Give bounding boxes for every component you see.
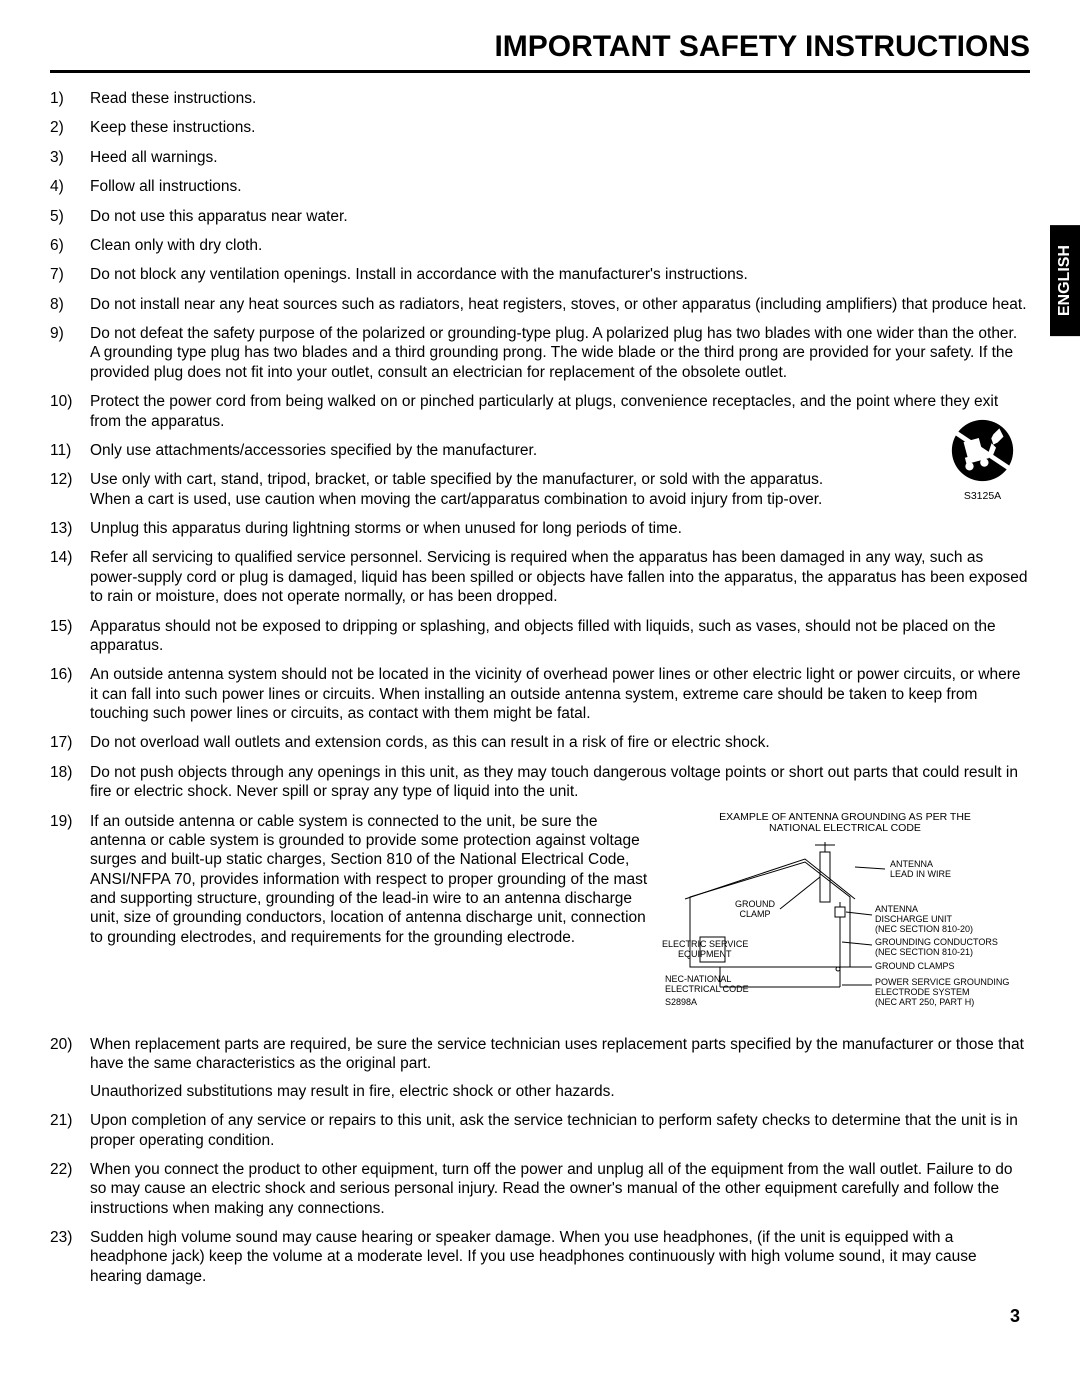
item-number: 13): [50, 519, 90, 538]
item-number: 20): [50, 1035, 90, 1054]
item-text: When replacement parts are required, be …: [90, 1035, 1030, 1101]
antenna-grounding-figure: EXAMPLE OF ANTENNA GROUNDING AS PER THEN…: [660, 812, 1030, 1021]
instruction-item: 13)Unplug this apparatus during lightnin…: [50, 519, 1030, 538]
item-number: 14): [50, 548, 90, 567]
instruction-item: 18)Do not push objects through any openi…: [50, 763, 1030, 802]
item-number: 19): [50, 812, 90, 831]
item-text: Upon completion of any service or repair…: [90, 1111, 1030, 1150]
instruction-item: 6)Clean only with dry cloth.: [50, 236, 1030, 255]
svg-text:ANTENNA: ANTENNA: [875, 904, 918, 914]
instruction-item: 22)When you connect the product to other…: [50, 1160, 1030, 1218]
item-text: Follow all instructions.: [90, 177, 1030, 196]
instruction-item: 11)Only use attachments/accessories spec…: [50, 441, 1030, 460]
page-number: 3: [50, 1306, 1030, 1327]
instruction-item: 7)Do not block any ventilation openings.…: [50, 265, 1030, 284]
svg-text:ANTENNA: ANTENNA: [890, 859, 933, 869]
page: IMPORTANT SAFETY INSTRUCTIONS ENGLISH S3…: [0, 0, 1080, 1347]
item-number: 7): [50, 265, 90, 284]
svg-text:GROUNDING CONDUCTORS: GROUNDING CONDUCTORS: [875, 937, 998, 947]
item-text: Do not defeat the safety purpose of the …: [90, 324, 1030, 382]
svg-text:(NEC SECTION 810-20): (NEC SECTION 810-20): [875, 924, 973, 934]
item-text: Do not overload wall outlets and extensi…: [90, 733, 1030, 752]
instruction-item: 21)Upon completion of any service or rep…: [50, 1111, 1030, 1150]
item-number: 4): [50, 177, 90, 196]
item-number: 17): [50, 733, 90, 752]
item-number: 10): [50, 392, 90, 411]
instruction-item: 1)Read these instructions.: [50, 89, 1030, 108]
item-text: Do not push objects through any openings…: [90, 763, 1030, 802]
item-number: 9): [50, 324, 90, 343]
svg-text:ELECTRODE SYSTEM: ELECTRODE SYSTEM: [875, 987, 970, 997]
svg-text:GROUND: GROUND: [735, 899, 775, 909]
item-number: 5): [50, 207, 90, 226]
svg-text:ELECTRICAL CODE: ELECTRICAL CODE: [665, 984, 749, 994]
svg-text:S2898A: S2898A: [665, 997, 697, 1007]
instruction-item: 12)Use only with cart, stand, tripod, br…: [50, 470, 1030, 509]
instructions-list: 1)Read these instructions.2)Keep these i…: [50, 89, 1030, 1286]
item-text: EXAMPLE OF ANTENNA GROUNDING AS PER THEN…: [90, 812, 1030, 1026]
item-number: 2): [50, 118, 90, 137]
item-text: Read these instructions.: [90, 89, 1030, 108]
svg-text:LEAD IN WIRE: LEAD IN WIRE: [890, 869, 951, 879]
item-text: Refer all servicing to qualified service…: [90, 548, 1030, 606]
item-number: 21): [50, 1111, 90, 1130]
antenna-fig-title: EXAMPLE OF ANTENNA GROUNDING AS PER THEN…: [660, 812, 1030, 835]
instruction-item: 17)Do not overload wall outlets and exte…: [50, 733, 1030, 752]
item-text: Do not block any ventilation openings. I…: [90, 265, 1030, 284]
instruction-item: 16)An outside antenna system should not …: [50, 665, 1030, 723]
item-number: 1): [50, 89, 90, 108]
instruction-item: 4)Follow all instructions.: [50, 177, 1030, 196]
svg-text:POWER SERVICE GROUNDING: POWER SERVICE GROUNDING: [875, 977, 1009, 987]
instruction-item: 14)Refer all servicing to qualified serv…: [50, 548, 1030, 606]
item-text: Do not install near any heat sources suc…: [90, 295, 1030, 314]
item-text: Do not use this apparatus near water.: [90, 207, 1030, 226]
item-text: Protect the power cord from being walked…: [90, 392, 1030, 431]
cart-icon-label: S3125A: [945, 490, 1020, 502]
svg-text:EQUIPMENT: EQUIPMENT: [678, 949, 732, 959]
item-number: 18): [50, 763, 90, 782]
page-title: IMPORTANT SAFETY INSTRUCTIONS: [50, 30, 1030, 73]
instruction-item: 19) EXAMPLE OF ANTENNA GROUNDING AS PER …: [50, 812, 1030, 1026]
item-text: Only use attachments/accessories specifi…: [90, 441, 1030, 460]
item-text: Apparatus should not be exposed to dripp…: [90, 617, 1030, 656]
item-number: 23): [50, 1228, 90, 1247]
item-text: Use only with cart, stand, tripod, brack…: [90, 470, 1030, 509]
instruction-item: 15)Apparatus should not be exposed to dr…: [50, 617, 1030, 656]
instruction-item: 10)Protect the power cord from being wal…: [50, 392, 1030, 431]
svg-text:DISCHARGE UNIT: DISCHARGE UNIT: [875, 914, 953, 924]
cart-tip-over-icon: S3125A: [945, 418, 1020, 502]
item-number: 8): [50, 295, 90, 314]
instruction-item: 2)Keep these instructions.: [50, 118, 1030, 137]
svg-text:(NEC ART 250, PART H): (NEC ART 250, PART H): [875, 997, 974, 1007]
instruction-item: 5)Do not use this apparatus near water.: [50, 207, 1030, 226]
item-number: 12): [50, 470, 90, 489]
instruction-item: 8)Do not install near any heat sources s…: [50, 295, 1030, 314]
svg-text:GROUND CLAMPS: GROUND CLAMPS: [875, 961, 955, 971]
item-text: Unplug this apparatus during lightning s…: [90, 519, 1030, 538]
item-extra-text: Unauthorized substitutions may result in…: [90, 1082, 1030, 1101]
language-tab: ENGLISH: [1050, 225, 1080, 336]
item-text: Keep these instructions.: [90, 118, 1030, 137]
svg-text:CLAMP: CLAMP: [739, 909, 770, 919]
item-text: Heed all warnings.: [90, 148, 1030, 167]
item-number: 22): [50, 1160, 90, 1179]
item-number: 6): [50, 236, 90, 255]
svg-text:ELECTRIC SERVICE: ELECTRIC SERVICE: [662, 939, 748, 949]
svg-text:(NEC SECTION 810-21): (NEC SECTION 810-21): [875, 947, 973, 957]
item-number: 16): [50, 665, 90, 684]
item-number: 11): [50, 441, 90, 460]
instruction-item: 3)Heed all warnings.: [50, 148, 1030, 167]
item-text: Sudden high volume sound may cause heari…: [90, 1228, 1030, 1286]
instruction-item: 20)When replacement parts are required, …: [50, 1035, 1030, 1101]
item-text: When you connect the product to other eq…: [90, 1160, 1030, 1218]
item-text: An outside antenna system should not be …: [90, 665, 1030, 723]
item-number: 15): [50, 617, 90, 636]
instruction-item: 9)Do not defeat the safety purpose of th…: [50, 324, 1030, 382]
cart-icon: [945, 418, 1020, 483]
svg-text:NEC-NATIONAL: NEC-NATIONAL: [665, 974, 731, 984]
instruction-item: 23)Sudden high volume sound may cause he…: [50, 1228, 1030, 1286]
item-text: Clean only with dry cloth.: [90, 236, 1030, 255]
item-number: 3): [50, 148, 90, 167]
